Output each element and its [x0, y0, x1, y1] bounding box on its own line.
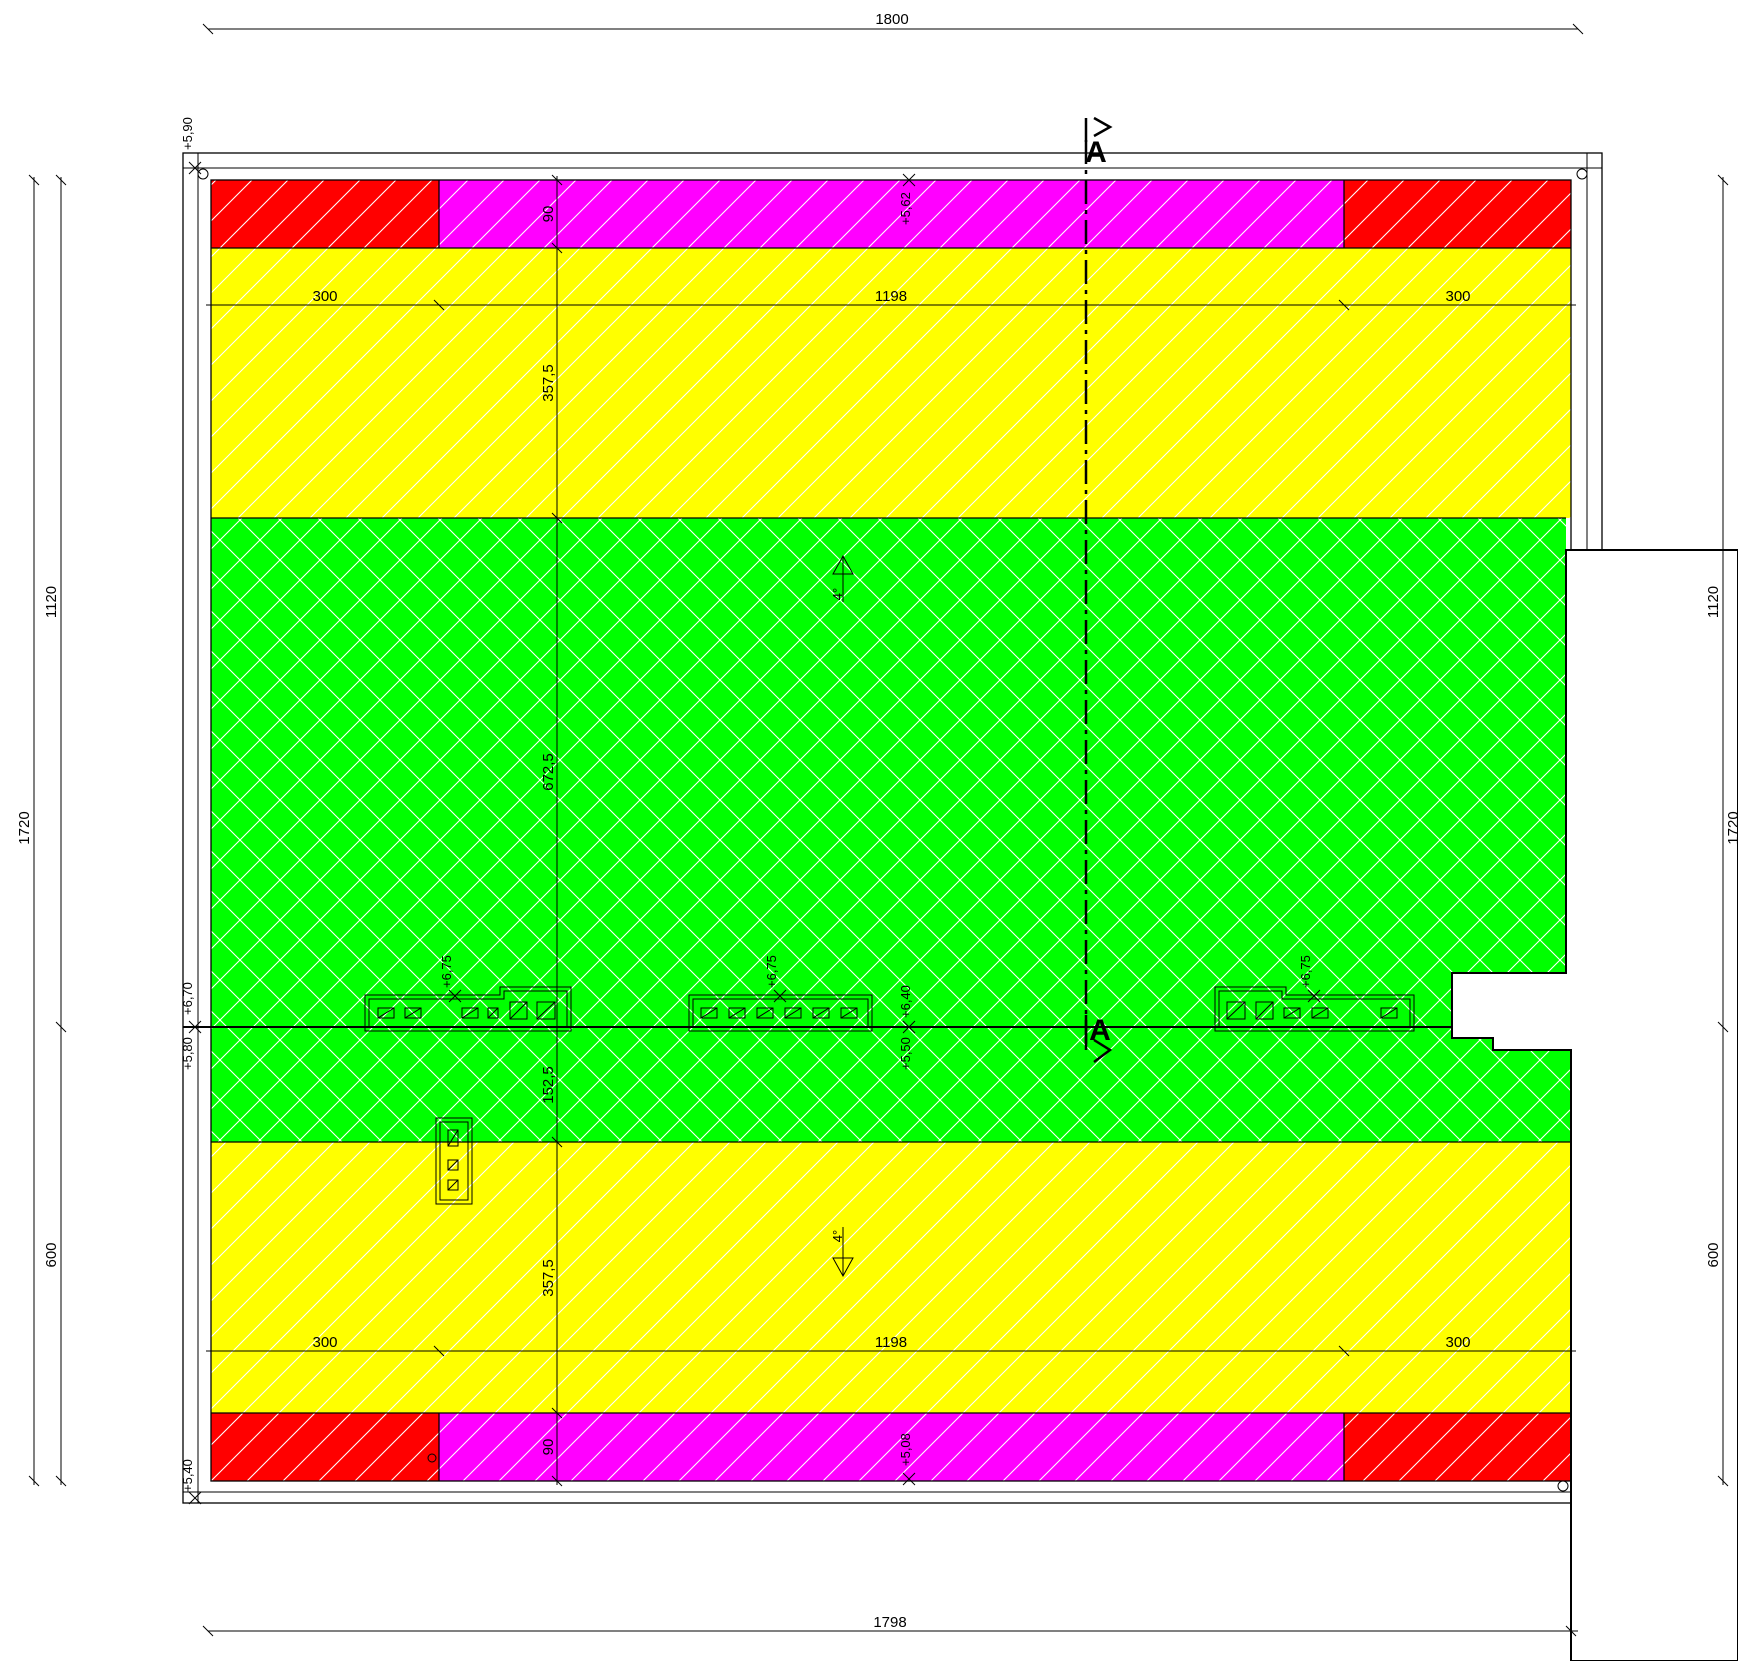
dim-top-total-label: 1800 [875, 11, 908, 28]
slope-upper-label: 4° [830, 588, 845, 600]
dim-v-edge-bottom: 90 [540, 1439, 557, 1456]
level-ridge-mid-low: +5,50 [898, 1037, 913, 1070]
zone-top-left-corner-hatch [211, 180, 439, 248]
dim-right [1717, 174, 1729, 1487]
slope-arrow-up [832, 554, 854, 602]
dim-v-edge-top: 90 [540, 206, 557, 223]
section-marker-bottom [1084, 1015, 1113, 1063]
dim-v-field-lower: 152,5 [540, 1066, 557, 1104]
zone-upper-perimeter-hatch [211, 248, 1571, 518]
zone-field-hatch [211, 518, 1571, 1142]
dim-upper-right-label: 300 [1445, 288, 1470, 305]
rooftop-unit-small [435, 1117, 473, 1205]
level-unit-2: +6,75 [764, 955, 779, 988]
level-bottom-mid: +5,08 [898, 1433, 913, 1466]
dim-lower-right-label: 300 [1445, 1334, 1470, 1351]
section-label-top: A [1085, 136, 1107, 169]
dim-bottom-total [202, 1625, 1578, 1637]
dim-v-field-upper: 672,5 [540, 753, 557, 791]
dim-right-upper: 1120 [1705, 586, 1722, 618]
roof-zones [211, 180, 1571, 1481]
drain-icon-bl [427, 1453, 437, 1463]
zone-bottom-edge-hatch [439, 1413, 1344, 1481]
drain-icon-tl [197, 168, 209, 180]
zone-top-edge-hatch [439, 180, 1344, 248]
section-label-bottom: A [1089, 1014, 1111, 1047]
level-bottom-left: +5,40 [180, 1459, 195, 1492]
level-markers [188, 161, 916, 1505]
dim-upper-left-label: 300 [312, 288, 337, 305]
level-ridge-left-low: +5,80 [180, 1037, 195, 1070]
dim-vertical-internal [551, 174, 563, 1487]
dim-upper-mid-label: 1198 [875, 288, 907, 305]
dim-left-outer [28, 174, 67, 1487]
dim-left-lower: 600 [43, 1242, 60, 1267]
dim-lower-left-label: 300 [312, 1334, 337, 1351]
zone-top-right-corner-hatch [1344, 180, 1571, 248]
level-ridge-mid-high: +6,40 [898, 985, 913, 1018]
level-top-left: +5,90 [180, 117, 195, 150]
dim-v-perimeter-bottom: 357,5 [540, 1259, 557, 1297]
rooftop-unit-1 [364, 986, 572, 1032]
zone-bottom-left-corner-hatch [211, 1413, 439, 1481]
dim-upper-row [206, 299, 1576, 311]
dim-v-perimeter-top: 357,5 [540, 364, 557, 402]
slope-arrow-down [832, 1227, 854, 1278]
dim-left-total: 1720 [16, 811, 33, 844]
adjacent-building-outline [1451, 549, 1738, 1661]
level-unit-3: +6,75 [1298, 955, 1313, 988]
dim-lower-row [206, 1345, 1576, 1357]
dim-lower-mid-label: 1198 [875, 1334, 907, 1351]
dim-right-total-partial: 1720 [1725, 811, 1738, 844]
level-ridge-left-high: +6,70 [180, 982, 195, 1015]
dim-top-total [202, 23, 1584, 35]
slope-lower-label: 4° [830, 1230, 845, 1242]
drain-icon-tr [1576, 168, 1588, 180]
zone-bottom-right-corner-hatch [1344, 1413, 1571, 1481]
dim-right-lower: 600 [1705, 1242, 1722, 1267]
rooftop-unit-2 [688, 989, 873, 1032]
dim-left-upper: 1120 [43, 586, 60, 618]
level-top-mid: +5,62 [898, 192, 913, 225]
rooftop-unit-3 [1214, 986, 1415, 1032]
level-unit-1: +6,75 [439, 955, 454, 988]
dim-bottom-total-label: 1798 [873, 1614, 906, 1631]
drain-icon-br [1557, 1480, 1569, 1492]
section-marker-top [1084, 116, 1113, 142]
zone-lower-perimeter-hatch [211, 1142, 1571, 1413]
